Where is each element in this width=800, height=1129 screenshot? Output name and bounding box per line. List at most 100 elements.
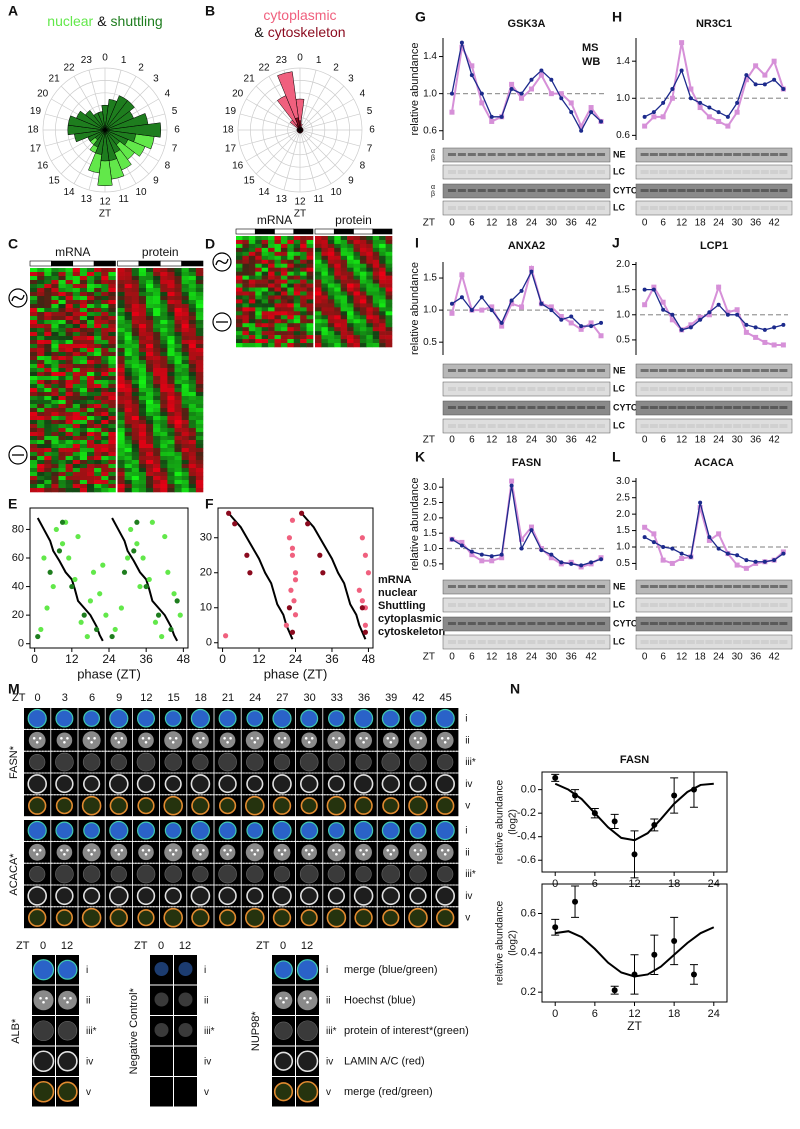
heatmap-cell — [131, 408, 140, 413]
heatmap-cell — [274, 335, 282, 340]
heatmap-cell — [51, 332, 59, 337]
heatmap-cell — [108, 320, 116, 325]
angle-label: 8 — [360, 161, 366, 172]
heatmap-cell — [248, 319, 256, 324]
nucleolus — [144, 741, 148, 744]
heatmap-cell — [372, 236, 380, 241]
blot — [635, 616, 793, 632]
heatmap-cell — [334, 267, 341, 272]
heatmap-cell — [167, 336, 175, 341]
heatmap-cell — [167, 440, 175, 445]
heatmap-cell — [72, 268, 81, 273]
heatmap-cell — [167, 352, 175, 357]
heatmap-cell — [153, 340, 161, 345]
blot-band — [477, 387, 486, 391]
heatmap-cell — [44, 424, 52, 429]
heatmap-cell — [188, 448, 197, 453]
nucleus — [58, 990, 77, 1010]
marker — [489, 118, 495, 124]
heatmap-cell — [138, 388, 147, 393]
heatmap-cell — [174, 316, 182, 321]
marker — [771, 58, 777, 64]
x-tick-label: 48 — [177, 652, 191, 666]
legend-label: WB — [582, 56, 600, 68]
point — [292, 570, 299, 576]
marker — [549, 77, 554, 82]
angle-label: 14 — [258, 187, 270, 198]
heatmap-cell — [124, 360, 133, 365]
marker — [598, 333, 604, 339]
x-tick-label: 6 — [469, 652, 475, 663]
heatmap-cell — [174, 404, 182, 409]
blot-band — [760, 206, 769, 210]
marker — [469, 63, 475, 69]
heatmap-cell — [366, 275, 374, 280]
point — [155, 612, 162, 618]
heatmap-cell — [174, 384, 182, 389]
nucleus — [272, 820, 292, 841]
heatmap-cell — [94, 480, 102, 485]
blot-band — [477, 369, 486, 372]
heatmap-cell — [315, 279, 322, 284]
heatmap-cell — [117, 304, 125, 309]
marker — [771, 342, 777, 348]
heatmap-cell — [255, 239, 262, 245]
point — [109, 633, 115, 640]
heatmap-cell — [327, 251, 335, 257]
marker — [538, 72, 544, 78]
heatmap-cell — [94, 388, 102, 393]
heatmap-cell — [94, 316, 102, 321]
heatmap-cell — [131, 396, 140, 401]
angle-label: 21 — [244, 74, 256, 85]
heatmap-cell — [261, 303, 269, 308]
nucleus — [296, 1050, 319, 1073]
heatmap-cell — [347, 279, 354, 284]
blot-band — [742, 406, 751, 409]
heatmap-cell — [255, 287, 262, 292]
heatmap-cell — [58, 364, 66, 369]
heatmap-cell — [153, 440, 161, 445]
heatmap-cell — [236, 327, 243, 332]
heatmap-cell — [261, 327, 269, 332]
nucleolus — [199, 853, 202, 856]
heatmap-cell — [153, 396, 161, 401]
heatmap-cell — [153, 324, 161, 329]
heatmap-cell — [306, 239, 314, 245]
heatmap-cell — [37, 352, 45, 357]
point — [94, 626, 100, 633]
heatmap-cell — [108, 360, 116, 365]
heatmap-cell — [58, 368, 66, 373]
nucleus — [82, 731, 101, 750]
heatmap-cell — [138, 384, 147, 389]
heatmap-cell — [174, 368, 182, 373]
heatmap-cell — [131, 456, 140, 461]
heatmap-cell — [58, 380, 66, 385]
heatmap-cell — [94, 380, 102, 385]
blot-label: LC — [613, 166, 625, 176]
heatmap-cell — [94, 276, 102, 281]
light-dark-bar — [51, 260, 74, 267]
marker — [651, 284, 657, 290]
heatmap-cell — [385, 283, 393, 288]
nucleus — [28, 843, 46, 861]
nucleus — [192, 843, 209, 861]
blot-band — [677, 406, 686, 409]
heatmap-cell — [65, 396, 74, 401]
heatmap-cell — [160, 400, 168, 405]
marker — [499, 323, 505, 329]
heatmap-cell — [174, 300, 182, 305]
heatmap-cell — [72, 424, 81, 429]
heatmap-cell — [65, 468, 74, 473]
heatmap-cell — [188, 348, 197, 353]
heatmap-cell — [167, 404, 175, 409]
heatmap-cell — [359, 259, 367, 265]
row-label: ii — [326, 995, 330, 1006]
nucleus — [55, 821, 74, 840]
heatmap-cell — [340, 299, 348, 304]
heatmap-cell — [268, 319, 275, 324]
y-tick-label: 1.4 — [616, 56, 630, 67]
nucleolus — [63, 741, 66, 744]
angle-label: 11 — [313, 194, 324, 205]
heatmap-cell — [195, 420, 204, 425]
heatmap-cell — [261, 247, 269, 253]
